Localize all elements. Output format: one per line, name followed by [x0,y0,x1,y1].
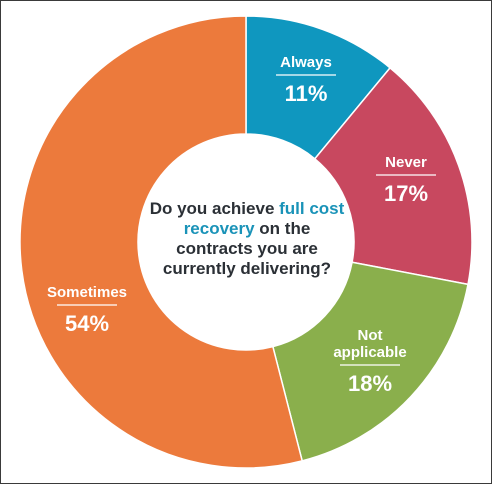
question-highlight: full cost recovery [183,199,345,238]
slice-value-label: 17% [384,181,428,206]
slice-label-name: Not applicable [333,327,406,361]
slice-never [313,66,473,286]
chart-question: Do you achieve full cost recovery on the… [147,199,347,279]
question-text-after: on the contracts you are currently deliv… [162,219,332,278]
slice-not-applicable [271,261,469,462]
label-always: Always 11% [276,54,336,106]
slice-label-name: Never [385,154,427,171]
slice-label-name: Sometimes [47,284,127,301]
label-never: Never 17% [376,154,436,206]
label-sometimes: Sometimes 54% [47,284,127,336]
label-not-applicable: Not applicable 18% [333,327,406,396]
slice-label-name: Always [280,54,332,71]
slice-value-label: 18% [348,371,392,396]
slice-sometimes [19,15,304,469]
slice-value-label: 54% [65,311,109,336]
slice-value-label: 11% [285,81,328,106]
question-text-before: Do you achieve [149,199,280,218]
